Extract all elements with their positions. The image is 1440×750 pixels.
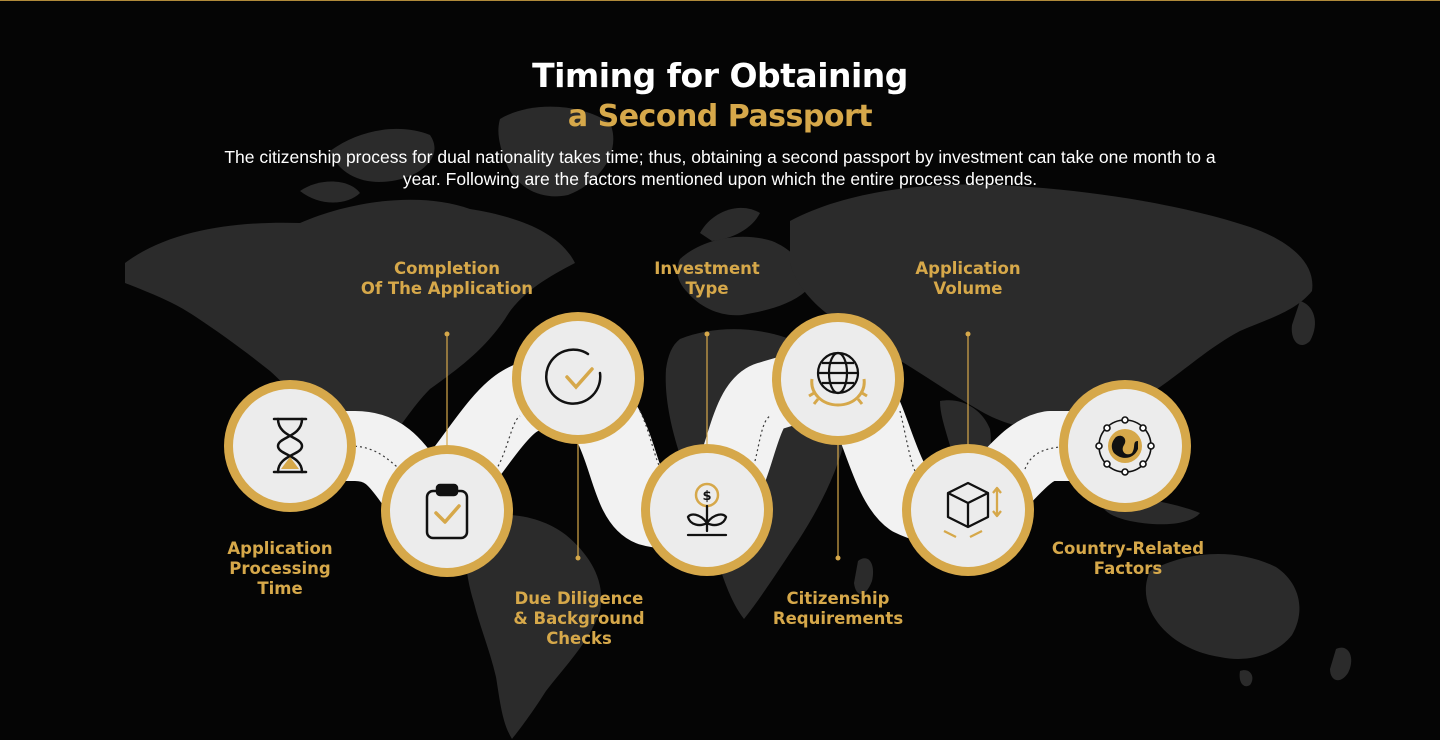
node-application-processing-time: [224, 380, 356, 512]
node-citizenship-requirements: [772, 313, 904, 445]
globe-laurel-icon: [808, 351, 868, 407]
label-country-related-factors: Country-Related Factors: [1051, 539, 1205, 578]
label-application-volume: Application Volume: [915, 259, 1021, 298]
label-citizenship-requirements: Citizenship Requirements: [772, 589, 904, 628]
label-due-diligence: Due Diligence & Background Checks: [513, 589, 645, 648]
svg-text:$: $: [702, 489, 711, 504]
node-investment-type: $: [641, 444, 773, 576]
node-country-related-factors: [1059, 380, 1191, 512]
node-completion-of-the-application: [381, 445, 513, 577]
page-description: The citizenship process for dual nationa…: [224, 147, 1216, 189]
hourglass-icon: [272, 417, 308, 474]
label-application-processing-time: Application Processing Time: [227, 539, 333, 598]
circle-check-icon: [545, 348, 602, 405]
earth-network-icon: [1095, 416, 1155, 476]
node-application-volume: [902, 444, 1034, 576]
box-dimensions-icon: [943, 481, 1002, 539]
clipboard-check-icon: [425, 483, 469, 540]
process-ribbon-dots: [349, 410, 1061, 482]
node-due-diligence: [512, 312, 644, 444]
page-subtitle: a Second Passport: [567, 99, 873, 134]
money-plant-icon: $: [686, 482, 728, 537]
label-completion-of-the-application: Completion Of The Application: [360, 259, 534, 298]
page-title: Timing for Obtaining: [532, 56, 908, 95]
label-investment-type: Investment Type: [654, 259, 760, 298]
